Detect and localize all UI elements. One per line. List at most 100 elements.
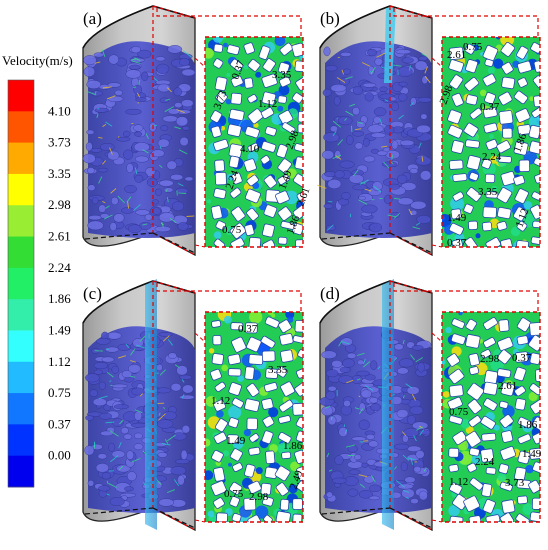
particle bbox=[323, 46, 331, 57]
particle-section bbox=[229, 187, 242, 199]
particle-section bbox=[480, 415, 496, 430]
particle bbox=[108, 442, 116, 452]
particle bbox=[137, 49, 152, 59]
flow-streak bbox=[153, 77, 158, 82]
particle-section bbox=[295, 416, 303, 429]
particle-section bbox=[277, 432, 292, 444]
flow-streak bbox=[397, 69, 399, 76]
particle bbox=[339, 366, 351, 373]
particle bbox=[339, 160, 355, 169]
particle-bed bbox=[84, 326, 195, 513]
velocity-patch bbox=[206, 199, 212, 204]
legend-color-step bbox=[8, 205, 34, 237]
legend-color-step bbox=[8, 361, 34, 394]
particle-section bbox=[279, 42, 294, 56]
particle-section bbox=[516, 335, 529, 346]
flow-streak bbox=[358, 474, 368, 478]
particle bbox=[107, 82, 121, 88]
particle-section bbox=[534, 173, 540, 184]
zoom-frame bbox=[441, 311, 541, 523]
particle bbox=[99, 213, 110, 219]
particle-section bbox=[466, 154, 481, 171]
flow-streak bbox=[383, 161, 390, 169]
particle bbox=[362, 137, 370, 147]
particle bbox=[182, 384, 194, 394]
particle bbox=[83, 66, 96, 77]
particle bbox=[184, 176, 194, 182]
legend-tick-label: 1.49 bbox=[48, 323, 71, 338]
particle-section bbox=[468, 415, 482, 428]
flow-streak bbox=[186, 215, 195, 217]
particle-section bbox=[450, 208, 462, 220]
velocity-patch bbox=[208, 348, 215, 354]
particle-section bbox=[226, 434, 239, 444]
particle-section bbox=[277, 95, 287, 104]
zoom-connector bbox=[431, 332, 443, 343]
particle-section bbox=[213, 43, 224, 53]
flow-streak bbox=[139, 335, 146, 342]
particle bbox=[130, 45, 141, 54]
particle bbox=[416, 124, 431, 134]
particle-section bbox=[292, 222, 303, 236]
particle-section bbox=[246, 383, 260, 397]
particle-section bbox=[215, 91, 228, 104]
flow-streak bbox=[359, 179, 369, 185]
particle-section bbox=[448, 415, 463, 425]
particle-section bbox=[231, 172, 243, 185]
section-zoom-view: 2.98 0.37 2.61 0.75 1.86 2.24 1.49 1.12 3.73 bbox=[441, 311, 542, 523]
flow-streak bbox=[118, 442, 122, 449]
particle bbox=[89, 389, 98, 398]
particle bbox=[393, 443, 410, 450]
particle-section bbox=[295, 430, 303, 443]
velocity-value-label: 0.37 bbox=[238, 323, 258, 335]
particle-section bbox=[262, 239, 276, 247]
flow-streak bbox=[423, 467, 427, 472]
particle bbox=[418, 55, 428, 61]
particle-section bbox=[446, 353, 461, 367]
particle-section bbox=[496, 349, 512, 365]
particle-section bbox=[230, 75, 244, 88]
flow-streak bbox=[424, 66, 429, 74]
flow-streak bbox=[402, 339, 405, 345]
velocity-value-label: 1.49 bbox=[522, 448, 542, 460]
particle bbox=[134, 174, 144, 183]
particle-section bbox=[280, 381, 296, 397]
particle bbox=[370, 360, 378, 371]
particle bbox=[98, 381, 106, 390]
panel-a: 0.37 3.351.123.734.10 2.982.24 1.492.611.86… bbox=[82, 5, 312, 257]
particle-section bbox=[247, 94, 258, 104]
particle bbox=[87, 479, 95, 487]
particle bbox=[324, 171, 337, 178]
particle-section bbox=[293, 173, 303, 188]
section-zoom-view: 0.37 3.351.123.734.10 2.982.24 1.492.611.86… bbox=[204, 36, 312, 248]
flow-streak bbox=[158, 164, 163, 169]
velocity-patch bbox=[205, 470, 214, 481]
particle-section bbox=[513, 206, 528, 222]
flow-streak bbox=[419, 429, 425, 436]
velocity-patch bbox=[205, 438, 211, 447]
particle-section bbox=[514, 398, 527, 411]
particle bbox=[101, 472, 111, 480]
particle bbox=[397, 197, 414, 206]
velocity-patch bbox=[458, 312, 463, 316]
legend-tick-label: 2.61 bbox=[48, 229, 71, 244]
velocity-patch bbox=[277, 105, 284, 112]
particle bbox=[97, 167, 109, 173]
particle bbox=[391, 102, 399, 112]
particle-section bbox=[530, 42, 540, 54]
velocity-patch bbox=[489, 134, 494, 139]
flow-streak bbox=[332, 120, 342, 128]
particle bbox=[122, 130, 131, 138]
flow-streak bbox=[332, 154, 342, 160]
velocity-value-label: 0.75 bbox=[463, 41, 483, 53]
particle-section bbox=[276, 143, 289, 159]
flow-streak bbox=[106, 493, 110, 496]
particle-section bbox=[448, 368, 465, 385]
particle bbox=[330, 125, 338, 133]
particle bbox=[113, 404, 129, 410]
particle bbox=[363, 155, 376, 163]
particle bbox=[86, 79, 102, 89]
flow-streak bbox=[96, 113, 99, 119]
particle-section bbox=[483, 398, 498, 411]
flow-streak bbox=[337, 139, 344, 146]
